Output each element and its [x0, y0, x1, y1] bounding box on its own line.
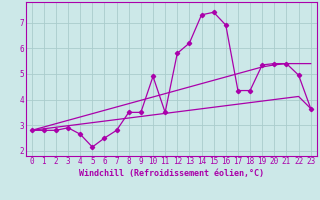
X-axis label: Windchill (Refroidissement éolien,°C): Windchill (Refroidissement éolien,°C): [79, 169, 264, 178]
